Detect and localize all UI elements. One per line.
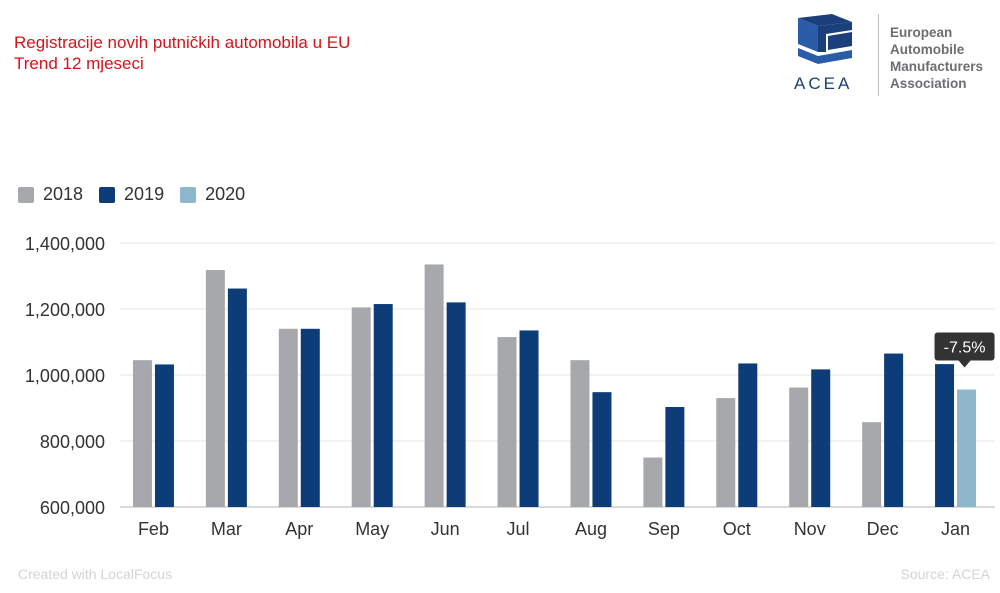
x-tick-label: May [355,519,389,539]
x-tick-label: Aug [575,519,607,539]
x-tick-label: Jan [941,519,970,539]
bar-2019-mar [227,288,247,507]
bar-2019-nov [811,369,831,507]
bar-2018-feb [132,360,152,507]
x-tick-label: Dec [867,519,899,539]
bar-2019-jun [446,302,466,507]
logo-line-1: European [890,25,953,40]
change-tooltip: -7.5% [934,332,995,368]
bar-2018-jul [497,337,517,507]
bar-2019-sep [665,407,685,507]
x-tick-label: Nov [794,519,826,539]
bar-2018-jun [424,264,444,507]
logo-line-4: Association [890,76,967,91]
logo-line-2: Automobile [890,42,965,57]
bar-2018-nov [789,387,809,507]
acea-logo: ACEA European Automobile Manufacturers A… [790,12,995,97]
bar-2018-apr [278,328,298,507]
tooltip-pointer [958,360,971,368]
x-tick-label: Feb [138,519,169,539]
bar-2018-aug [570,360,590,507]
y-tick-label: 1,400,000 [25,234,105,254]
bar-2019-jan [935,364,955,507]
legend-label-2019: 2019 [124,184,165,204]
title-line-1: Registracije novih putničkih automobila … [14,33,351,52]
legend-swatch-2019 [99,186,116,203]
acea-cube-icon [798,14,852,64]
logo-divider [878,14,879,96]
bar-2020-jan [957,389,977,507]
x-tick-label: Jun [431,519,460,539]
x-tick-label: Mar [211,519,242,539]
source-credit: Source: ACEA [900,566,991,582]
legend-item-2020[interactable]: 2020 [180,184,245,205]
bar-2018-mar [205,270,225,507]
acea-wordmark: ACEA [794,74,853,93]
bar-2018-sep [643,457,663,507]
bar-2019-aug [592,392,612,507]
x-tick-label: Sep [648,519,680,539]
chart-title: Registracije novih putničkih automobila … [14,32,350,74]
y-tick-label: 800,000 [40,432,105,452]
tooltip-box [934,332,995,361]
logo-association-name: European Automobile Manufacturers Associ… [890,24,983,92]
bar-2019-may [373,304,393,507]
tooltip-label: -7.5% [944,340,986,357]
chart-legend: 2018 2019 2020 [18,184,245,205]
bar-2018-oct [716,398,736,507]
x-tick-label: Jul [507,519,530,539]
legend-label-2018: 2018 [43,184,84,204]
y-tick-label: 1,000,000 [25,366,105,386]
logo-line-3: Manufacturers [890,59,984,74]
bar-2018-dec [862,422,882,507]
bar-2019-oct [738,363,758,507]
bar-2019-apr [300,328,320,507]
bar-2019-feb [154,364,174,507]
legend-label-2020: 2020 [205,184,246,204]
y-tick-label: 1,200,000 [25,300,105,320]
bar-2019-jul [519,330,539,507]
legend-item-2019[interactable]: 2019 [99,184,164,205]
x-tick-label: Oct [723,519,751,539]
created-with-credit: Created with LocalFocus [18,566,173,582]
bar-2019-dec [884,353,904,507]
bar-2018-may [351,307,371,507]
y-tick-label: 600,000 [40,498,105,518]
title-line-2: Trend 12 mjeseci [14,54,144,73]
legend-swatch-2018 [18,186,34,203]
x-tick-label: Apr [285,519,313,539]
legend-swatch-2020 [180,186,197,203]
legend-item-2018[interactable]: 2018 [18,184,83,205]
